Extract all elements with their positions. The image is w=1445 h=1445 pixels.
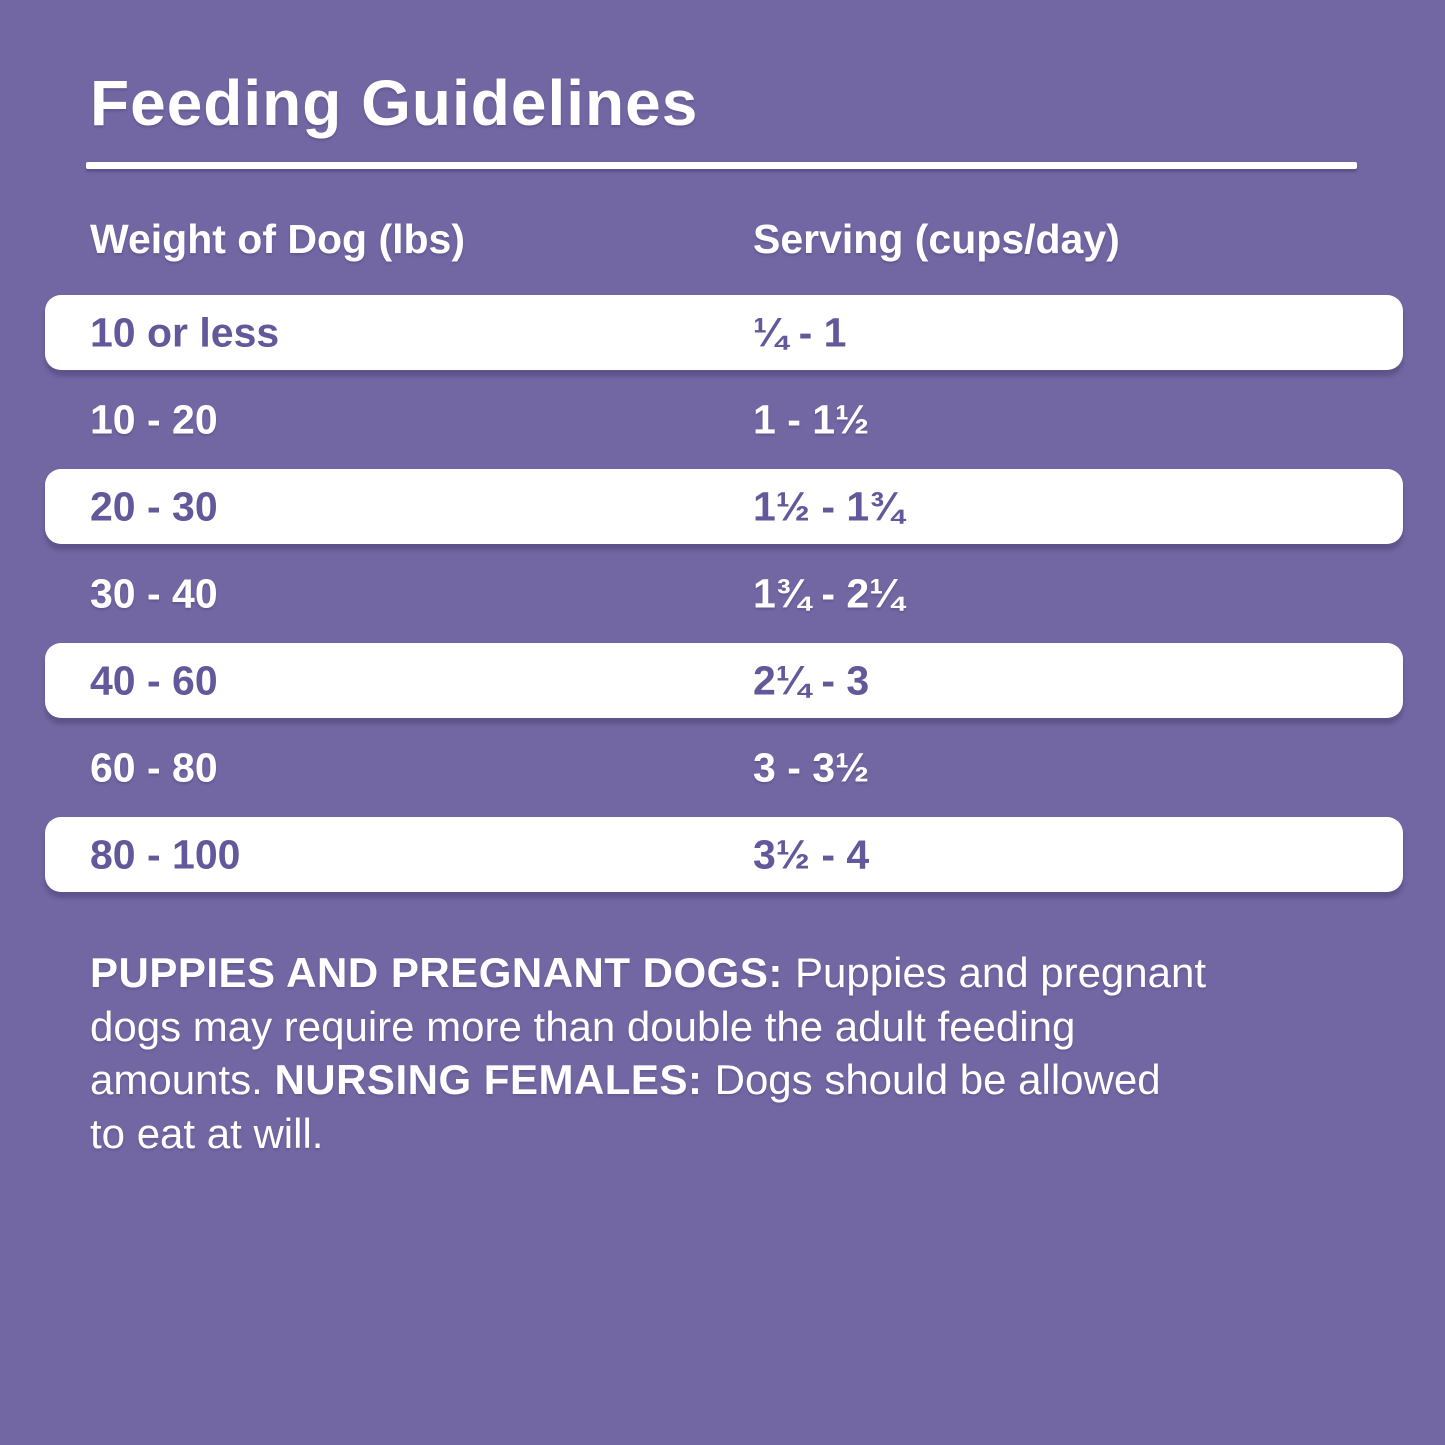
weight-cell: 30 - 40 (90, 570, 218, 616)
weight-cell: 20 - 30 (90, 483, 218, 529)
note-text: to eat at will. (90, 1109, 324, 1157)
table-row: 30 - 40 1¾ - 2¼ (45, 550, 1403, 637)
note-text: amounts. (90, 1056, 275, 1103)
title-underline (86, 162, 1357, 169)
note-line: amounts. NURSING FEMALES: Dogs should be… (90, 1053, 1390, 1107)
table-row: 60 - 80 3 - 3½ (45, 724, 1403, 811)
serving-cell: 2¼ - 3 (753, 657, 870, 703)
serving-cell: 1 - 1½ (753, 396, 870, 442)
feeding-table: 10 or less ¼ - 1 10 - 20 1 - 1½ 20 - 30 1½ - … (45, 289, 1403, 898)
serving-cell: 3 - 3½ (753, 744, 870, 790)
note-text: dogs may require more than double the ad… (90, 1002, 1076, 1050)
page-title: Feeding Guidelines (90, 67, 699, 139)
serving-cell: 1¾ - 2¼ (753, 570, 904, 616)
note-heading: NURSING FEMALES: (274, 1056, 715, 1103)
serving-cell: 1½ - 1¾ (753, 483, 904, 529)
note-text: Puppies and pregnant (795, 949, 1207, 996)
weight-cell: 80 - 100 (90, 831, 241, 877)
serving-cell: ¼ - 1 (753, 309, 847, 355)
table-row: 10 - 20 1 - 1½ (45, 376, 1403, 463)
table-row: 20 - 30 1½ - 1¾ (45, 469, 1403, 544)
weight-cell: 10 - 20 (90, 396, 218, 442)
table-row: 10 or less ¼ - 1 (45, 295, 1403, 370)
table-row: 40 - 60 2¼ - 3 (45, 643, 1403, 718)
note-text: Dogs should be allowed (714, 1056, 1161, 1103)
note-line: PUPPIES AND PREGNANT DOGS: Puppies and p… (90, 946, 1390, 1000)
feeding-notes: PUPPIES AND PREGNANT DOGS: Puppies and p… (90, 946, 1390, 1160)
column-header-serving: Serving (cups/day) (753, 216, 1120, 262)
weight-cell: 60 - 80 (90, 744, 218, 790)
column-header-weight: Weight of Dog (lbs) (90, 216, 466, 262)
table-row: 80 - 100 3½ - 4 (45, 817, 1403, 892)
note-line: dogs may require more than double the ad… (90, 1000, 1390, 1054)
weight-cell: 10 or less (90, 309, 280, 355)
note-heading: PUPPIES AND PREGNANT DOGS: (90, 949, 796, 996)
note-line: to eat at will. (90, 1107, 1390, 1161)
weight-cell: 40 - 60 (90, 657, 218, 703)
serving-cell: 3½ - 4 (753, 831, 870, 877)
table-header: Weight of Dog (lbs) Serving (cups/day) (0, 216, 1445, 266)
